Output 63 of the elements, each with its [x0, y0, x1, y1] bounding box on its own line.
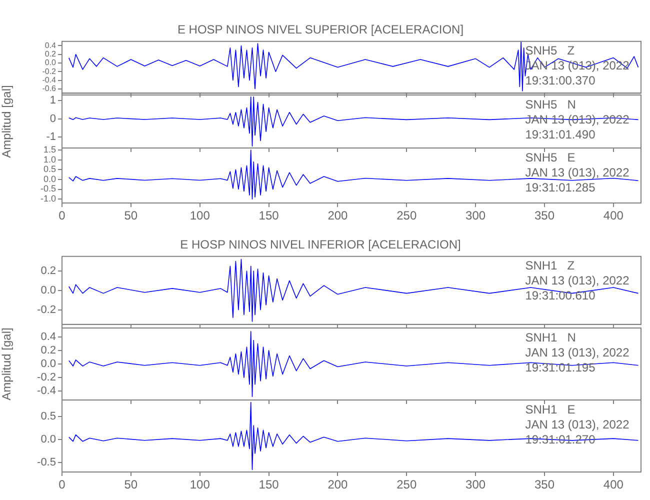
y-tick-label: 0.5 [40, 410, 56, 422]
y-tick-label: 1.5 [43, 144, 56, 154]
annotation: 19:31:01.195 [525, 360, 596, 374]
x-tick-label: 250 [396, 208, 417, 223]
x-tick-label: 300 [466, 208, 486, 223]
x-tick-label: 300 [466, 478, 486, 492]
annotation: 19:31:00.370 [525, 74, 596, 88]
annotation: JAN 13 (013), 2022 [525, 165, 630, 180]
annotation: SNH1 N [525, 330, 576, 344]
x-tick-label: 400 [603, 478, 624, 492]
y-tick-label: 0.5 [43, 164, 56, 174]
y-tick-label: 0.0 [40, 358, 56, 370]
chart-title: E HOSP NINOS NIVEL INFERIOR [ACELERACION] [180, 238, 461, 252]
annotation: SNH5 E [525, 150, 576, 164]
y-tick-label: 0.0 [40, 434, 56, 446]
annotation: JAN 13 (013), 2022 [525, 274, 630, 288]
y-tick-label: 0.4 [44, 40, 57, 50]
annotation: 19:31:01.490 [525, 127, 596, 142]
x-tick-label: 0 [58, 478, 66, 492]
y-tick-label: -0.4 [37, 385, 56, 398]
y-tick-label: -0.5 [40, 184, 56, 194]
x-tick-label: 350 [534, 208, 555, 223]
x-tick-label: 100 [190, 208, 210, 223]
y-tick-label: -0.6 [42, 84, 57, 94]
x-tick-label: 200 [328, 208, 348, 223]
y-tick-label: 0 [50, 112, 56, 125]
y-axis-title: Amplitud [gal] [0, 85, 14, 158]
x-tick-label: 0 [58, 208, 66, 223]
y-tick-label: -0.2 [37, 304, 56, 316]
y-tick-label: 0.0 [40, 284, 56, 296]
x-tick-label: 50 [124, 478, 138, 492]
annotation: SNH1 E [525, 402, 576, 416]
y-tick-label: 0.0 [44, 58, 57, 68]
annotation: SNH1 Z [525, 258, 575, 273]
y-tick-label: 0.2 [40, 265, 56, 278]
x-tick-label: 250 [396, 478, 417, 492]
x-tick-label: 100 [190, 478, 210, 492]
x-tick-label: 150 [258, 208, 280, 223]
x-tick-label: 350 [534, 478, 555, 492]
y-axis-title: Amplitud [gal] [0, 328, 14, 400]
annotation: SNH5 Z [525, 44, 575, 58]
y-tick-label: 0.0 [43, 174, 56, 184]
annotation: 19:31:01.285 [525, 180, 596, 194]
x-tick-label: 400 [603, 208, 624, 223]
annotation: JAN 13 (013), 2022 [525, 345, 630, 360]
y-tick-label: 0.2 [44, 50, 57, 59]
annotation: 19:31:00.610 [525, 288, 596, 303]
y-tick-label: -1 [46, 131, 56, 144]
y-tick-label: 1.0 [43, 154, 56, 164]
y-tick-label: -0.2 [37, 372, 56, 384]
x-tick-label: 150 [258, 478, 280, 492]
y-tick-label: -0.4 [42, 75, 57, 84]
x-tick-label: 200 [328, 478, 348, 492]
chart-title: E HOSP NINOS NIVEL SUPERIOR [ACELERACION] [177, 22, 464, 37]
y-tick-label: -0.5 [37, 456, 56, 469]
y-tick-label: -0.2 [42, 66, 57, 76]
annotation: JAN 13 (013), 2022 [525, 417, 630, 432]
y-tick-label: 0.4 [40, 330, 56, 343]
x-tick-label: 50 [124, 208, 138, 223]
y-tick-label: 0.2 [40, 344, 56, 356]
annotation: SNH5 N [525, 97, 576, 112]
y-tick-label: 1 [50, 94, 56, 107]
y-tick-label: -1.0 [40, 194, 56, 204]
